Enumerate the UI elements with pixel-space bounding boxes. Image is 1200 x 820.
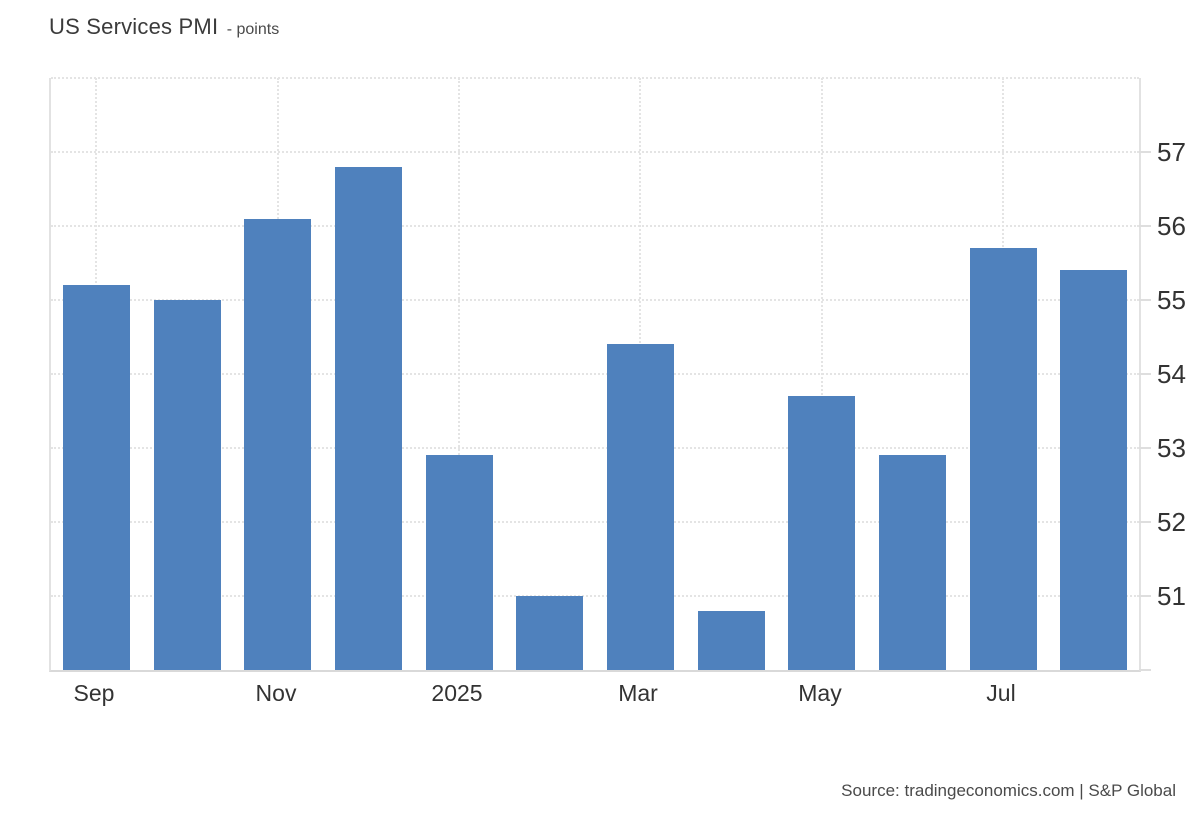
bar-apr-2025[interactable] [698, 611, 765, 670]
x-tick-label: Nov [255, 680, 297, 706]
gridline-horizontal [51, 151, 1139, 153]
y-axis-tick [1139, 521, 1151, 523]
gridline-horizontal [51, 77, 1139, 79]
bar-dec-2024[interactable] [335, 167, 402, 670]
bar-feb-2025[interactable] [516, 596, 583, 670]
gridline-vertical [821, 78, 823, 670]
y-axis-tick [1139, 151, 1151, 153]
gridline-horizontal [51, 299, 1139, 301]
chart-header: US Services PMI - points [49, 14, 279, 40]
x-tick-label: May [798, 680, 842, 706]
y-tick-label: 53 [1157, 433, 1186, 463]
bar-nov-2024[interactable] [244, 219, 311, 670]
y-tick-label: 54 [1157, 359, 1186, 389]
bar-aug-2025[interactable] [1060, 270, 1127, 670]
y-tick-label: 56 [1157, 211, 1186, 241]
bar-jul-2025[interactable] [970, 248, 1037, 670]
gridline-horizontal [51, 373, 1139, 375]
bar-jun-2025[interactable] [879, 455, 946, 670]
y-axis-tick [1139, 447, 1151, 449]
y-axis-tick [1139, 669, 1151, 671]
x-tick-label: Sep [73, 680, 115, 706]
x-tick-label: Mar [618, 680, 658, 706]
bar-may-2025[interactable] [788, 396, 855, 670]
y-tick-label: 57 [1157, 137, 1186, 167]
y-tick-label: 55 [1157, 285, 1186, 315]
gridline-horizontal [51, 595, 1139, 597]
x-tick-label: Jul [986, 680, 1016, 706]
gridline-vertical [458, 78, 460, 670]
chart-title: US Services PMI [49, 14, 219, 39]
bar-jan-2025[interactable] [426, 455, 493, 670]
y-axis-tick [1139, 225, 1151, 227]
y-axis-tick [1139, 595, 1151, 597]
gridline-horizontal [51, 521, 1139, 523]
bar-sep-2024[interactable] [63, 285, 130, 670]
x-axis: Sep Nov 2025 Mar May Jul [49, 672, 1137, 712]
bar-mar-2025[interactable] [607, 344, 674, 670]
bar-oct-2024[interactable] [154, 300, 221, 670]
y-axis-tick [1139, 299, 1151, 301]
y-axis-tick [1139, 373, 1151, 375]
y-tick-label: 51 [1157, 581, 1186, 611]
y-tick-label: 52 [1157, 507, 1186, 537]
gridline-horizontal [51, 447, 1139, 449]
y-axis: 51 52 53 54 55 56 57 [1139, 78, 1199, 671]
plot-area [49, 77, 1141, 672]
gridline-horizontal [51, 225, 1139, 227]
source-attribution: Source: tradingeconomics.com | S&P Globa… [841, 781, 1176, 800]
chart-subtitle: - points [226, 21, 280, 38]
x-tick-label: 2025 [431, 680, 483, 706]
